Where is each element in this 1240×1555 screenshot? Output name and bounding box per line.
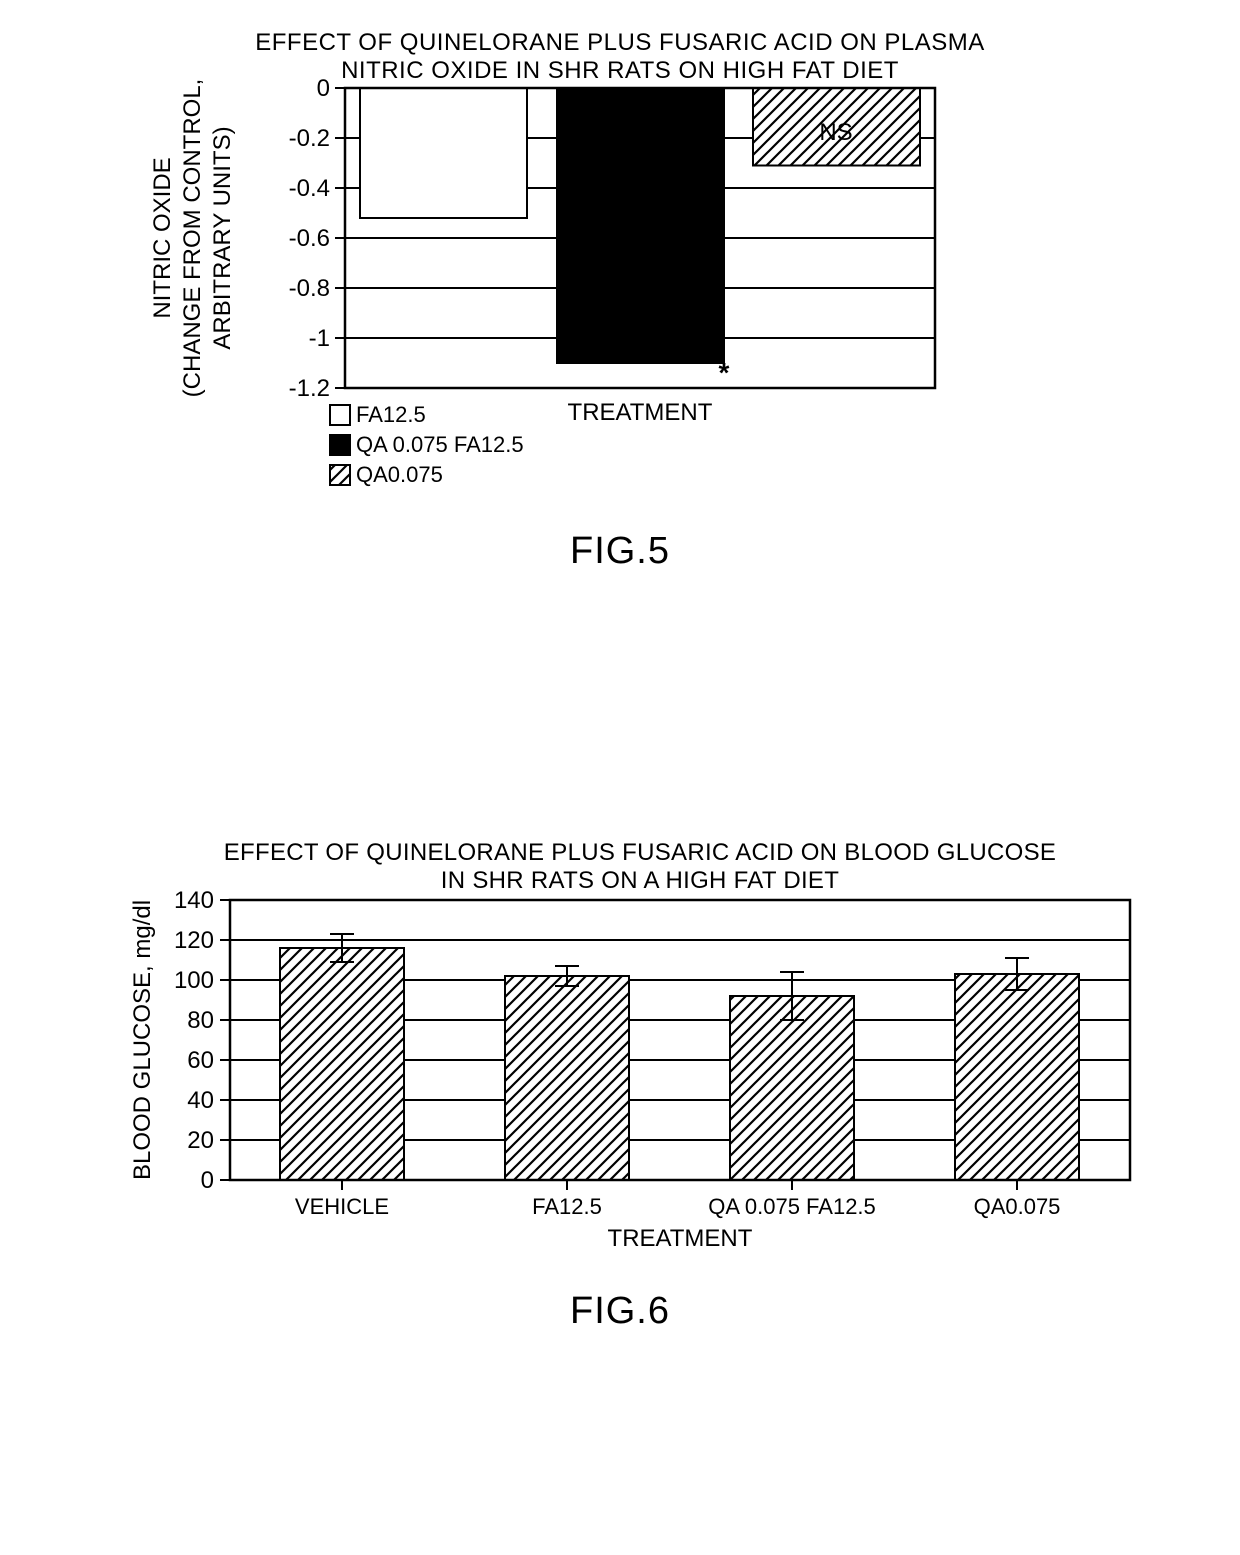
fig6-plot-area: 0 20 40 60 80 100 120 140 bbox=[174, 887, 1130, 1194]
fig6-ytick-0: 0 bbox=[201, 1167, 214, 1194]
fig5-ytick-1: -0.2 bbox=[289, 125, 330, 152]
fig6-ytick-4: 80 bbox=[187, 1007, 214, 1034]
fig5-title-2: NITRIC OXIDE IN SHR RATS ON HIGH FAT DIE… bbox=[341, 57, 899, 84]
fig6-bar-3 bbox=[730, 996, 854, 1180]
fig6-cat-1: VEHICLE bbox=[295, 1194, 389, 1219]
fig5-ytick-3: -0.6 bbox=[289, 225, 330, 252]
fig5-asterisk: * bbox=[719, 357, 730, 388]
fig6-bar-4 bbox=[955, 974, 1079, 1180]
fig5-ylabel-3: ARBITRARY UNITS) bbox=[209, 126, 236, 349]
fig6-label: FIG.6 bbox=[0, 1290, 1240, 1333]
fig6-title-1: EFFECT OF QUINELORANE PLUS FUSARIC ACID … bbox=[224, 839, 1057, 866]
fig5-ytick-5: -1 bbox=[309, 325, 330, 352]
fig6-ytick-3: 60 bbox=[187, 1047, 214, 1074]
fig6-ytick-2: 40 bbox=[187, 1087, 214, 1114]
fig5-xlabel: TREATMENT bbox=[568, 399, 713, 426]
fig5-legend-2: QA 0.075 FA12.5 bbox=[356, 432, 524, 457]
fig5-ylabel-2: (CHANGE FROM CONTROL, bbox=[179, 79, 206, 398]
fig5-ytick-4: -0.8 bbox=[289, 275, 330, 302]
fig6-bar-2 bbox=[505, 976, 629, 1180]
fig5-ytick-2: -0.4 bbox=[289, 175, 330, 202]
fig6-ytick-5: 100 bbox=[174, 967, 214, 994]
fig6-cat-3: QA 0.075 FA12.5 bbox=[708, 1194, 876, 1219]
fig5-bar-1 bbox=[360, 88, 527, 218]
fig5-title-1: EFFECT OF QUINELORANE PLUS FUSARIC ACID … bbox=[255, 29, 985, 56]
fig6-ytick-1: 20 bbox=[187, 1127, 214, 1154]
fig5-ns-label: NS bbox=[819, 119, 852, 146]
fig5-ytick-0: 0 bbox=[317, 75, 330, 102]
fig5-ylabel-1: NITRIC OXIDE bbox=[149, 157, 176, 318]
fig6-cat-2: FA12.5 bbox=[532, 1194, 602, 1219]
fig6-cat-4: QA0.075 bbox=[974, 1194, 1061, 1219]
fig6-xlabel: TREATMENT bbox=[608, 1225, 753, 1252]
fig6-ylabel: BLOOD GLUCOSE, mg/dl bbox=[129, 900, 156, 1180]
fig6-ytick-6: 120 bbox=[174, 927, 214, 954]
fig6-bar-1 bbox=[280, 948, 404, 1180]
fig5-label: FIG.5 bbox=[0, 530, 1240, 573]
fig5-legend-3: QA0.075 bbox=[356, 462, 443, 487]
fig5-legend-1: FA12.5 bbox=[356, 402, 426, 427]
fig5-legend: FA12.5 QA 0.075 FA12.5 QA0.075 bbox=[330, 402, 524, 487]
fig6-ytick-7: 140 bbox=[174, 887, 214, 914]
fig6-title-2: IN SHR RATS ON A HIGH FAT DIET bbox=[441, 867, 839, 894]
fig5-plot-area: NS * 0 -0.2 -0.4 -0.6 -0.8 -1 -1.2 bbox=[289, 75, 935, 402]
fig5-bar-2 bbox=[557, 88, 724, 363]
fig5-ytick-6: -1.2 bbox=[289, 375, 330, 402]
